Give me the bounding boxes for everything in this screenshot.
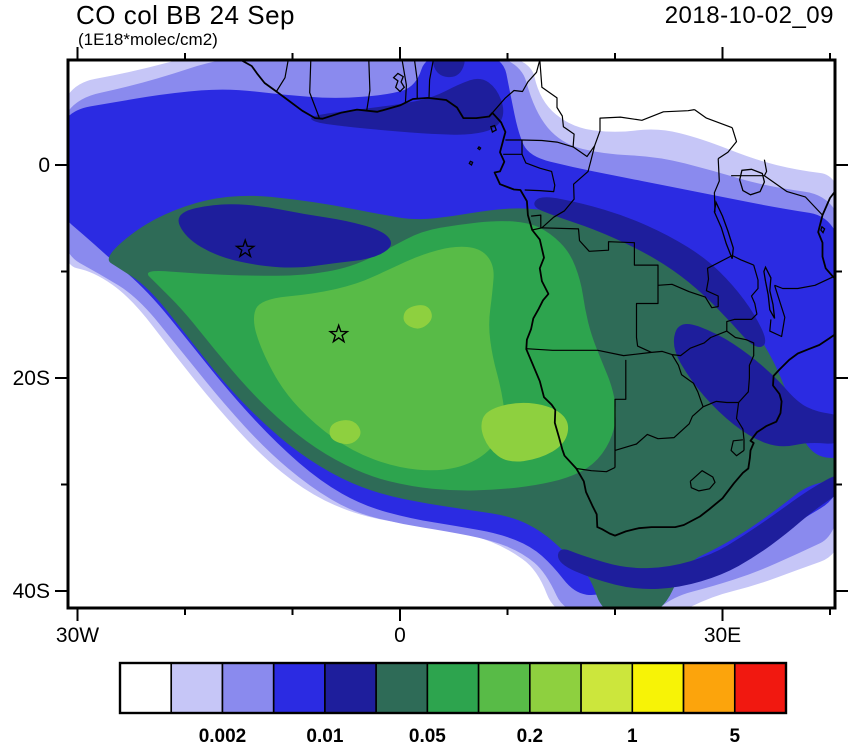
units-label: (1E18*molec/cm2) [78, 30, 218, 49]
country-border [717, 127, 738, 160]
page-title: CO col BB 24 Sep [76, 0, 295, 30]
tick-label: 20S [13, 367, 50, 390]
tick-label: 0 [394, 624, 406, 647]
colorbar-cell [375, 662, 429, 714]
lake-outline [763, 265, 776, 319]
country-border [689, 470, 716, 492]
colorbar-cell [631, 662, 685, 714]
colorbar: 0.002 0.01 0.05 0.2 1 5 [118, 661, 788, 747]
contour-region-level-4 [673, 323, 835, 447]
contour-region-level-4 [178, 204, 392, 268]
country-border [572, 109, 695, 158]
country-border [651, 350, 673, 356]
colorbar-cell [580, 662, 634, 714]
contour-region-level-8 [481, 402, 569, 462]
plot-frame [66, 58, 837, 610]
colorbar-cell [426, 662, 480, 714]
colorbar-frame [118, 661, 788, 715]
colorbar-label: 0.2 [517, 726, 543, 747]
country-border [309, 60, 320, 119]
coastline [817, 189, 835, 280]
station-star [234, 237, 256, 259]
country-border [428, 60, 434, 98]
country-border [521, 60, 575, 148]
colorbar-cell [529, 662, 582, 714]
timestamp: 2018-10-02_09 [664, 2, 834, 29]
country-border [671, 330, 728, 357]
lake-outline [713, 200, 734, 259]
island-outline [820, 225, 826, 234]
tick-label: 30W [56, 624, 99, 647]
country-border [491, 60, 541, 114]
country-border [532, 145, 596, 231]
colorbar-cell [733, 662, 787, 714]
country-border [713, 158, 720, 212]
country-border [614, 400, 717, 451]
contour-region-level-4 [534, 197, 766, 348]
country-border [694, 109, 733, 129]
country-border [769, 285, 786, 338]
colorbar-cell [324, 662, 377, 714]
country-border [521, 154, 556, 193]
contour-fills [68, 60, 835, 608]
coastline [240, 60, 835, 537]
colorbar-label: 0.05 [409, 726, 446, 747]
country-border [657, 254, 733, 309]
contour-region-level-8 [329, 420, 361, 445]
country-border [576, 466, 616, 473]
country-border [614, 359, 627, 468]
country-border [730, 439, 745, 457]
country-border [366, 60, 371, 111]
country-border [401, 60, 407, 104]
island-outline [489, 124, 498, 133]
island-outline [476, 145, 482, 151]
country-border [715, 400, 739, 404]
colorbar-label: 0.002 [199, 726, 247, 747]
colorbar-cell [272, 662, 326, 714]
tick-label: 30E [704, 624, 741, 647]
colorbar-label: 0.01 [306, 726, 343, 747]
colorbar-cell [477, 662, 531, 714]
contour-region-level-8 [403, 305, 432, 329]
lake-outline [739, 168, 766, 196]
colorbar-cell [682, 662, 736, 714]
colorbar-label: 5 [729, 726, 740, 747]
country-border [526, 348, 652, 357]
colorbar-cell [221, 662, 275, 714]
contour-region-level-4 [311, 78, 504, 135]
contour-region-level-4 [432, 60, 465, 78]
tick-label: 0 [38, 154, 50, 177]
country-border [726, 330, 755, 403]
country-border [731, 254, 754, 266]
colorbar-cell [119, 662, 173, 714]
colorbar-cell [170, 662, 224, 714]
country-border [413, 60, 418, 99]
colorbar-label: 1 [627, 726, 638, 747]
country-border [275, 60, 289, 92]
island-outline [468, 160, 474, 167]
station-star [328, 323, 350, 344]
tick-label: 40S [13, 580, 50, 603]
country-border [540, 227, 659, 353]
contour-region-level-4 [557, 476, 835, 590]
markers [234, 237, 350, 344]
country-border [774, 276, 834, 290]
country-border [763, 159, 823, 216]
country-border [671, 354, 704, 407]
lake-outline [392, 72, 406, 93]
country-border [726, 264, 759, 332]
geography-outlines [240, 60, 835, 537]
country-border [531, 214, 542, 228]
contour-region-level-7 [253, 246, 504, 471]
country-border [735, 402, 745, 451]
axes: 30W 0 30E 0 20S 40S [13, 47, 848, 647]
